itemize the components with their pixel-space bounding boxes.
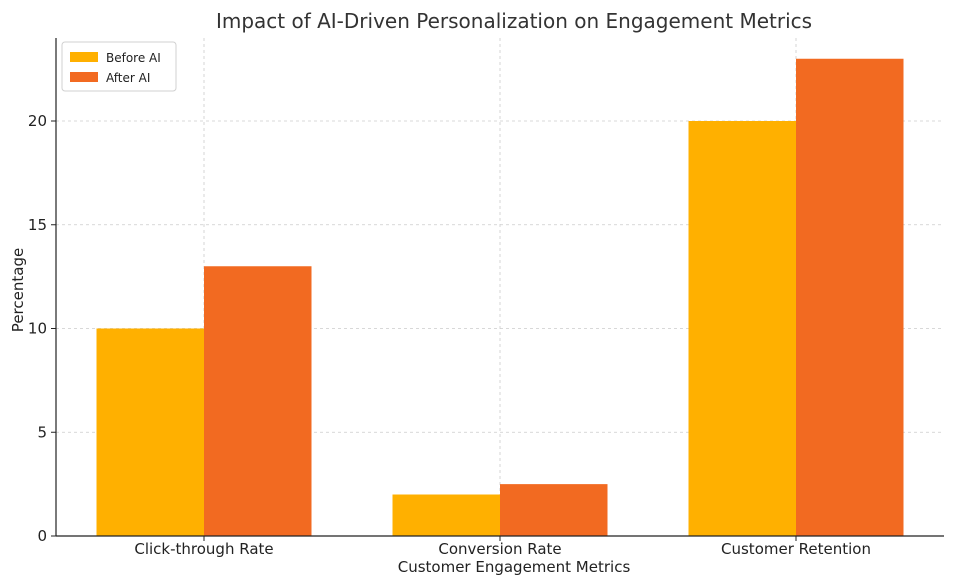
y-tick-label: 20	[28, 112, 47, 130]
bar-after-ai-customer-retention	[796, 58, 904, 536]
bar-before-ai-customer-retention	[688, 121, 796, 536]
legend: Before AI After AI	[61, 41, 177, 92]
legend-label: After AI	[106, 71, 150, 85]
x-tick-labels: Click-through Rate Conversion Rate Custome…	[134, 536, 871, 558]
x-axis-label: Customer Engagement Metrics	[398, 558, 631, 576]
legend-swatch	[70, 72, 98, 82]
y-tick-labels: 0 5 10 15 20	[28, 112, 56, 545]
y-tick-label: 0	[37, 527, 47, 545]
legend-swatch	[70, 52, 98, 62]
bar-after-ai-conversion-rate	[500, 484, 608, 536]
bar-before-ai-click-through-rate	[96, 328, 204, 536]
x-tick-label: Customer Retention	[721, 540, 871, 558]
x-tick-label: Conversion Rate	[438, 540, 561, 558]
bar-before-ai-conversion-rate	[392, 494, 500, 536]
legend-label: Before AI	[106, 51, 161, 65]
y-tick-label: 15	[28, 216, 47, 234]
y-tick-label: 5	[37, 423, 47, 441]
x-tick-label: Click-through Rate	[134, 540, 273, 558]
y-axis-label: Percentage	[9, 248, 27, 332]
bar-after-ai-click-through-rate	[204, 266, 312, 536]
y-tick-label: 10	[28, 320, 47, 338]
chart-title: Impact of AI-Driven Personalization on E…	[216, 9, 812, 33]
bars	[96, 58, 904, 536]
